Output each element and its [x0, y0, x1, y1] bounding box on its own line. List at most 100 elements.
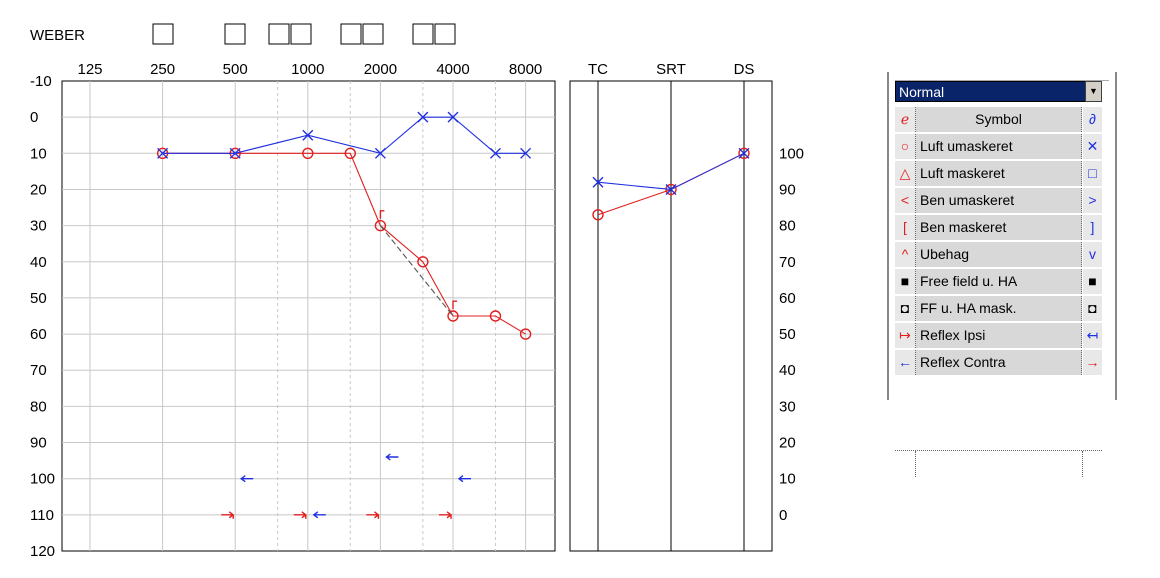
legend-row[interactable]: △ Luft maskeret □ [895, 160, 1102, 187]
legend-right-symbol-icon: □ [1083, 161, 1102, 186]
series-line [379, 225, 454, 317]
weber-label: WEBER [30, 27, 85, 44]
legend-right-symbol-icon: → [1083, 350, 1102, 375]
marker-cross [302, 129, 314, 141]
series-line [162, 116, 526, 154]
legend-row[interactable]: ■ Free field u. HA ■ [895, 268, 1102, 295]
y-tick-label: 40 [30, 254, 47, 271]
series-2 [379, 210, 457, 310]
marker-cross [520, 147, 532, 159]
marker-arrow-left [385, 453, 399, 461]
marker-circle [519, 328, 532, 340]
marker-circle [489, 310, 502, 322]
series-6 [312, 511, 326, 519]
speech-column-label: DS [734, 61, 755, 78]
x-tick-label: 500 [223, 61, 248, 78]
legend-right-symbol-icon: ■ [1083, 269, 1102, 294]
marker-cross [447, 111, 459, 123]
y-tick-label: 50 [30, 290, 47, 307]
speech-column-label: SRT [656, 61, 686, 78]
y-tick-label: 0 [30, 109, 38, 126]
marker-arrow-left [312, 511, 326, 519]
marker-circle [738, 147, 750, 160]
legend-left-symbol-icon: ← [895, 350, 916, 375]
legend-row[interactable]: ← Reflex Contra → [895, 349, 1102, 376]
legend-left-symbol-icon: ↦ [895, 323, 916, 348]
weber-box-1000a[interactable] [268, 23, 290, 45]
marker-circle [374, 219, 387, 232]
x-tick-label: 125 [77, 61, 102, 78]
legend-row[interactable]: < Ben umaskeret > [895, 187, 1102, 214]
speech-tick-label: 0 [779, 507, 787, 524]
speech-series-1 [592, 147, 750, 195]
marker-cross [592, 176, 604, 188]
chevron-down-icon[interactable]: ▼ [1085, 81, 1102, 102]
marker-circle [417, 256, 429, 268]
legend-label: Ben umaskeret [916, 188, 1082, 213]
legend-label: FF u. HA mask. [916, 296, 1082, 321]
legend-row[interactable]: ○ Luft umaskeret ✕ [895, 133, 1102, 160]
x-tick-label: 1000 [291, 61, 324, 78]
legend-right-symbol-icon: ◘ [1083, 296, 1102, 321]
marker-arrow-right [439, 511, 453, 519]
profile-dropdown[interactable]: Normal ▼ [895, 81, 1102, 102]
marker-cross [738, 147, 750, 159]
legend-panel: Normal ▼ ℯ Symbol ∂ ○ Luft umaskeret ✕ △ Luf… [887, 72, 1117, 477]
marker-circle [447, 310, 459, 322]
x-tick-label: 250 [150, 61, 175, 78]
y-tick-label: 60 [30, 326, 47, 343]
plot-grid [61, 80, 556, 552]
legend-left-symbol-icon: ^ [895, 242, 916, 267]
left-ear-icon: ℯ [895, 107, 916, 132]
legend-left-symbol-icon: ◘ [895, 296, 916, 321]
marker-cross [157, 147, 169, 159]
marker-cross [374, 147, 386, 159]
marker-arrow-right [293, 511, 307, 519]
weber-boxes[interactable] [152, 23, 456, 45]
y-tick-label: 80 [30, 398, 47, 415]
marker-circle [302, 147, 314, 160]
legend-left-symbol-icon: ○ [895, 134, 916, 159]
x-tick-label: 4000 [436, 61, 469, 78]
y-tick-label: 70 [30, 362, 47, 379]
legend-label: Luft umaskeret [916, 134, 1082, 159]
speech-tick-label: 20 [779, 435, 796, 452]
y-tick-label: 30 [30, 218, 47, 235]
legend-row[interactable]: ↦ Reflex Ipsi ↤ [895, 322, 1102, 349]
y-tick-label: 20 [30, 181, 47, 198]
profile-dropdown-value: Normal [899, 84, 945, 100]
legend-right-symbol-icon: ✕ [1083, 134, 1102, 159]
weber-box-2000a[interactable] [340, 23, 362, 45]
weber-box-4000b[interactable] [434, 23, 456, 45]
series-line [162, 152, 526, 335]
y-tick-label: 10 [30, 145, 47, 162]
legend-row[interactable]: ^ Ubehag v [895, 241, 1102, 268]
legend-left-symbol-icon: < [895, 188, 916, 213]
speech-tick-label: 10 [779, 471, 796, 488]
series-4 [240, 453, 471, 483]
marker-bracket [452, 300, 457, 310]
marker-arrow-left [240, 475, 254, 483]
series-1 [157, 111, 532, 159]
speech-tick-label: 90 [779, 181, 796, 198]
weber-box-250[interactable] [152, 23, 174, 45]
weber-box-4000a[interactable] [412, 23, 434, 45]
legend-label: Ubehag [916, 242, 1082, 267]
legend-right-symbol-icon: v [1083, 242, 1102, 267]
weber-box-2000b[interactable] [362, 23, 384, 45]
y-tick-label: 100 [30, 471, 55, 488]
speech-tick-label: 60 [779, 290, 796, 307]
legend-row[interactable]: ◘ FF u. HA mask. ◘ [895, 295, 1102, 322]
legend-left-symbol-icon: ■ [895, 269, 916, 294]
legend-top-bar [895, 72, 1109, 81]
series-0 [156, 147, 532, 340]
right-ear-icon: ∂ [1083, 107, 1102, 132]
legend-label: Reflex Contra [916, 350, 1082, 375]
legend-right-symbol-icon: ↤ [1083, 323, 1102, 348]
weber-box-1000b[interactable] [290, 23, 312, 45]
legend-row[interactable]: [Ben maskeret] [895, 214, 1102, 241]
y-tick-label: 90 [30, 435, 47, 452]
weber-box-500[interactable] [224, 23, 246, 45]
